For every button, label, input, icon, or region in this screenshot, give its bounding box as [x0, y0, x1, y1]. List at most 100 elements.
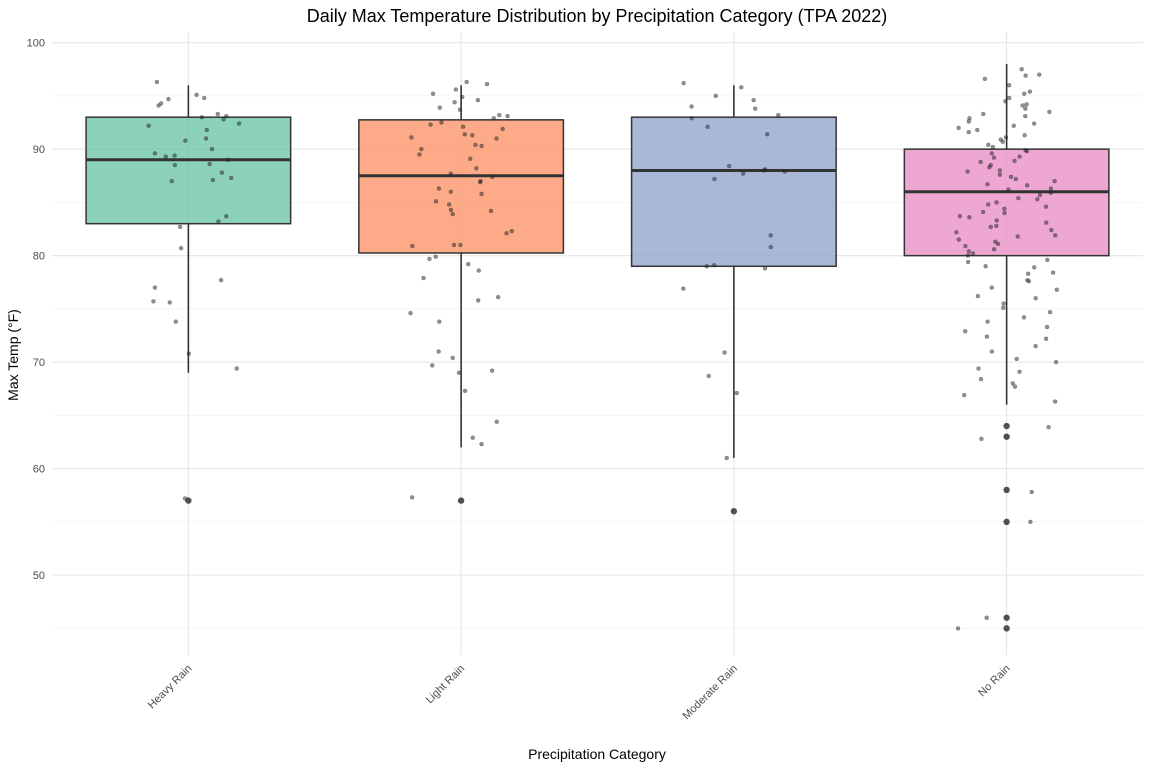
data-point [1013, 176, 1019, 182]
data-point [410, 243, 415, 249]
data-point [470, 435, 475, 440]
data-point [990, 144, 996, 150]
data-point [479, 441, 484, 447]
data-point [477, 179, 483, 185]
outlier-point [457, 497, 465, 504]
data-point [976, 366, 981, 371]
data-point [224, 113, 229, 119]
data-point [1053, 233, 1058, 238]
outlier-point [1003, 614, 1010, 621]
data-point [236, 121, 242, 126]
data-point [473, 142, 478, 148]
data-point [1022, 133, 1027, 138]
data-point [961, 392, 967, 398]
data-point [1003, 135, 1009, 140]
data-point [194, 92, 199, 98]
data-point [450, 211, 456, 217]
y-tick-label: 60 [33, 464, 45, 476]
y-tick-label: 90 [33, 144, 45, 156]
data-point [488, 208, 494, 214]
data-point [1000, 139, 1006, 144]
data-point [1052, 399, 1058, 404]
data-point [1036, 72, 1042, 77]
data-point [689, 116, 694, 121]
data-point [1045, 257, 1050, 263]
data-point [228, 175, 234, 181]
data-point [446, 202, 452, 207]
y-tick-label: 70 [33, 357, 45, 369]
data-point [1037, 192, 1043, 198]
data-point [417, 152, 422, 157]
data-point [1002, 206, 1007, 212]
data-point [177, 224, 183, 230]
data-point [967, 116, 972, 121]
data-point [484, 81, 490, 87]
data-point [985, 319, 990, 324]
data-point [460, 124, 466, 130]
data-point [201, 95, 207, 101]
data-point [218, 277, 224, 283]
data-point [509, 228, 515, 234]
data-point [475, 298, 481, 303]
data-point [978, 376, 984, 382]
data-point [462, 388, 468, 394]
data-point [216, 219, 221, 224]
data-point [985, 202, 991, 207]
data-point [479, 191, 484, 197]
data-point [504, 231, 509, 236]
data-point [234, 366, 240, 371]
x-tick-label: Heavy Rain [146, 663, 195, 712]
data-point [1047, 109, 1052, 115]
data-point [495, 294, 501, 300]
data-point [1012, 158, 1017, 164]
data-point [186, 351, 192, 356]
data-point [428, 122, 433, 127]
y-axis-title: Max Temp (°F) [5, 309, 21, 401]
data-point [1016, 195, 1021, 201]
data-point [430, 363, 435, 368]
data-point [954, 229, 959, 235]
data-point [1033, 295, 1038, 301]
data-point [984, 334, 990, 339]
data-point [988, 224, 994, 230]
data-point [739, 85, 744, 90]
data-point [1003, 98, 1008, 104]
data-point [163, 154, 169, 159]
data-point [994, 218, 999, 223]
data-point [448, 171, 454, 176]
data-point [1048, 190, 1053, 196]
data-point [497, 112, 502, 118]
data-point [1012, 384, 1018, 389]
data-point [453, 87, 459, 92]
data-point [689, 104, 694, 109]
data-point [1025, 271, 1031, 276]
data-point [209, 146, 215, 152]
data-point [166, 96, 171, 102]
data-point [210, 177, 216, 183]
data-point [1043, 220, 1049, 225]
data-point [989, 285, 994, 290]
data-point [991, 155, 997, 160]
data-point [468, 156, 473, 161]
data-point [1031, 265, 1037, 270]
data-point [204, 127, 209, 133]
data-point [782, 169, 787, 174]
data-point [966, 129, 972, 135]
data-point [768, 244, 774, 250]
data-point [1026, 278, 1032, 284]
data-point [1006, 82, 1012, 88]
data-point [225, 157, 230, 163]
data-point [984, 615, 989, 620]
data-point [199, 114, 205, 120]
data-point [711, 262, 717, 268]
box-no-rain [903, 148, 1110, 257]
y-tick-label: 50 [33, 570, 45, 582]
data-point [1019, 67, 1024, 72]
data-point [474, 166, 479, 171]
data-point [452, 100, 457, 105]
data-point [956, 125, 961, 131]
data-point [409, 135, 414, 140]
data-point [456, 370, 462, 376]
data-point [704, 264, 709, 269]
